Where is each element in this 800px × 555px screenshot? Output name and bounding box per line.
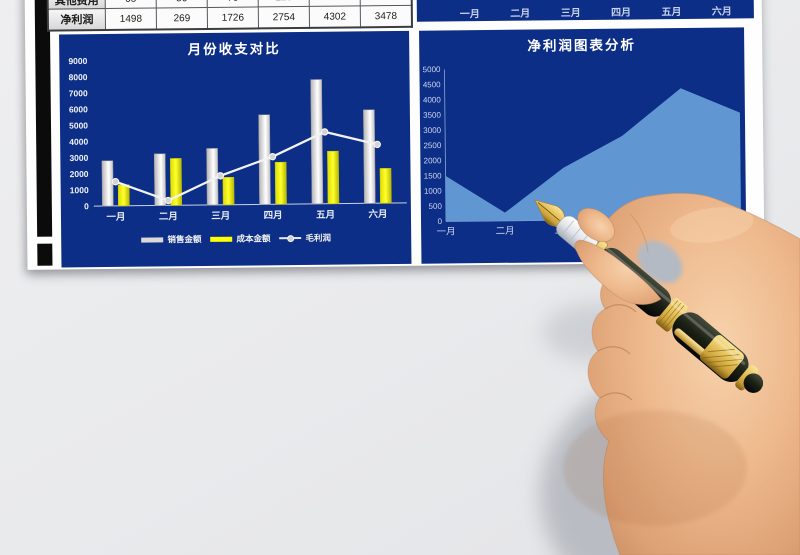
svg-text:4000: 4000 [423, 95, 441, 104]
svg-text:8000: 8000 [69, 72, 88, 82]
pen-cap-ornament [699, 335, 744, 379]
svg-text:7000: 7000 [69, 88, 88, 98]
svg-text:一月: 一月 [437, 226, 456, 237]
bar-line-chart-canvas[interactable]: 0 1000 2000 3000 4000 5000 6000 7000 8000 9000 一月 二… [59, 31, 411, 268]
binder-stripe-block [37, 243, 53, 266]
svg-text:0: 0 [438, 217, 443, 226]
month-label: 四月 [610, 7, 632, 19]
legend-item[interactable]: 毛利润 [279, 232, 331, 245]
hand-shadow [540, 247, 800, 555]
summary-table-body: 其他费用6586761267685净利润14982691726275443023… [47, 0, 412, 31]
svg-text:3000: 3000 [69, 153, 88, 163]
legend-label: 成本金额 [236, 233, 271, 244]
svg-text:5000: 5000 [69, 120, 88, 130]
svg-text:2000: 2000 [70, 169, 89, 179]
table-cell[interactable]: 2754 [258, 6, 310, 29]
svg-text:500: 500 [428, 202, 442, 211]
svg-text:1000: 1000 [70, 185, 89, 195]
svg-text:3500: 3500 [423, 111, 441, 120]
top-axis-strip: 一月 二月 三月 四月 五月 六月 [416, 0, 754, 22]
svg-text:9000: 9000 [68, 56, 87, 66]
svg-text:0: 0 [84, 201, 89, 211]
svg-text:5000: 5000 [423, 65, 441, 74]
legend-swatch [141, 236, 164, 243]
line-swatch [279, 235, 302, 243]
month-label: 六月 [711, 6, 732, 18]
svg-text:五月: 五月 [316, 210, 335, 221]
svg-text:1000: 1000 [424, 187, 442, 196]
svg-text:4000: 4000 [69, 137, 88, 147]
legend-item[interactable]: 成本金额 [210, 232, 271, 245]
pen-crown [735, 365, 759, 391]
report-sheet: 其他费用6586761267685净利润14982691726275443023… [24, 0, 765, 270]
table-cell[interactable]: 1498 [105, 7, 157, 31]
row-label[interactable]: 净利润 [47, 8, 106, 31]
pen-end-jewel [743, 373, 764, 393]
table-cell[interactable]: 1726 [207, 6, 259, 29]
summary-table: 其他费用6586761267685净利润14982691726275443023… [46, 0, 414, 32]
svg-text:五月: 五月 [673, 224, 692, 235]
month-label: 二月 [510, 8, 531, 20]
svg-text:一月: 一月 [106, 212, 125, 223]
svg-text:3000: 3000 [423, 126, 441, 135]
svg-text:四月: 四月 [264, 210, 283, 221]
svg-text:二月: 二月 [496, 226, 515, 237]
table-cell[interactable]: 3478 [360, 5, 412, 28]
pen-cap [672, 312, 749, 382]
svg-text:2500: 2500 [423, 141, 441, 150]
svg-text:三月: 三月 [555, 225, 574, 236]
svg-text:二月: 二月 [159, 211, 178, 222]
svg-text:六月: 六月 [732, 222, 751, 234]
svg-text:2000: 2000 [424, 156, 442, 165]
svg-text:三月: 三月 [211, 211, 230, 222]
table-cell[interactable]: 269 [156, 7, 208, 30]
net-profit-area [445, 88, 742, 222]
area-chart-canvas[interactable]: 0 500 1000 1500 2000 2500 3000 3500 4000 4500 5000… [419, 27, 751, 263]
svg-text:1500: 1500 [424, 171, 442, 180]
svg-text:四月: 四月 [614, 225, 633, 236]
pen-clip [674, 328, 731, 377]
table-row: 净利润 1498 269 1726 2754 4302 3478 [47, 5, 412, 31]
legend-label: 销售金额 [167, 234, 202, 245]
legend-swatch [210, 236, 233, 242]
svg-text:4500: 4500 [423, 80, 441, 89]
legend-item[interactable]: 销售金额 [141, 233, 201, 246]
chart-expense-compare[interactable]: 月份收支对比 0 1000 2000 3000 4000 5000 6000 7000 8000… [59, 30, 412, 268]
binder-stripe [34, 0, 53, 237]
month-label: 五月 [661, 6, 682, 19]
month-label: 一月 [459, 9, 480, 21]
svg-text:6000: 6000 [69, 104, 88, 114]
svg-text:六月: 六月 [368, 208, 387, 220]
legend-label: 毛利润 [305, 232, 332, 243]
table-cell[interactable]: 4302 [309, 5, 361, 28]
month-label: 三月 [560, 8, 581, 20]
chart-net-profit[interactable]: 净利润图表分析 0 500 1000 1500 2000 2500 3000 3500 4000… [419, 27, 751, 264]
pen-band [655, 297, 688, 332]
